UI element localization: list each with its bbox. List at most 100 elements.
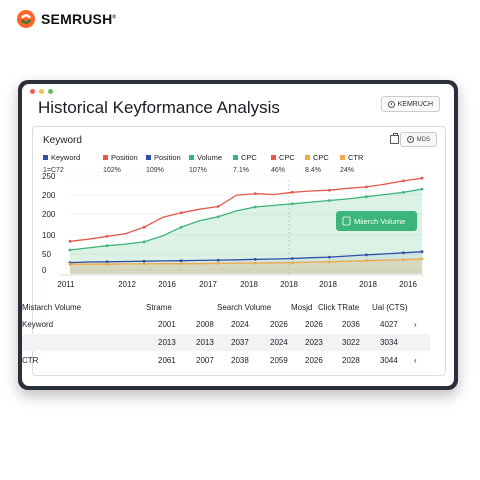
y-tick-label: 250 (42, 172, 56, 181)
legend-label: CPC (241, 153, 257, 162)
chart-tooltip[interactable] (336, 211, 417, 231)
data-point (253, 192, 257, 196)
table-cell: ‹ (414, 356, 417, 365)
data-point (179, 259, 183, 263)
brand: SEMRUSH® (16, 9, 116, 29)
table-row[interactable]: Keyword 2001 2008 2024 2026 2026 2036 4027 › (22, 316, 430, 333)
table-cell: 2013 (158, 338, 176, 347)
table-cell: 2059 (270, 356, 288, 365)
series-area (70, 189, 422, 274)
data-point (105, 262, 109, 266)
legend-item[interactable]: CTR (340, 153, 363, 162)
data-point (142, 259, 146, 263)
mds-button-label: MDS (416, 136, 430, 143)
table-cell: 3034 (380, 338, 398, 347)
tooltip-doc-icon (342, 216, 351, 226)
table-row[interactable]: 2013 2013 2037 2024 2023 3022 3034 (22, 334, 430, 351)
maximize-window-button[interactable] (48, 89, 53, 94)
legend-label: Keyword (51, 153, 81, 162)
legend-swatch (43, 155, 48, 160)
table-header-cell[interactable]: Ual (CTS) (372, 303, 408, 312)
x-tick-label: 2018 (359, 280, 377, 289)
x-tick-label: 2017 (199, 280, 217, 289)
table-cell: 2026 (270, 320, 288, 329)
x-tick-label: 2018 (240, 280, 258, 289)
table-cell: 2036 (342, 320, 360, 329)
data-point (290, 261, 294, 264)
table-header-cell[interactable]: Search Volume (217, 303, 272, 312)
data-point (142, 225, 146, 229)
data-point (328, 255, 331, 259)
legend-item[interactable]: Volume (189, 153, 222, 162)
data-point (253, 257, 257, 261)
mds-button[interactable]: MDS (399, 132, 437, 147)
data-point (328, 199, 331, 202)
table-header-cell[interactable]: Mistarch Volume (22, 303, 82, 312)
table-cell: 2026 (305, 356, 323, 365)
legend-label: CTR (348, 153, 364, 162)
data-point (328, 260, 331, 264)
table-header-cell[interactable]: Mosjd (291, 303, 313, 312)
close-window-button[interactable] (30, 89, 35, 94)
window-controls (30, 89, 53, 94)
data-point (68, 262, 72, 266)
metric-value: 109% (146, 167, 164, 174)
data-point (216, 258, 220, 262)
legend-item[interactable]: Position (103, 153, 138, 162)
data-point (105, 260, 109, 264)
series-line (69, 177, 423, 242)
metric-value: 107% (189, 167, 207, 174)
data-point (365, 185, 368, 189)
data-point (179, 262, 183, 266)
data-point (179, 225, 183, 229)
x-tick-label: 2011 (57, 280, 75, 289)
legend-label: CPC (313, 153, 329, 162)
table-header-row: Mistarch Volume Strame Search Volume Mosjd C… (22, 299, 430, 316)
data-point (216, 215, 220, 219)
data-point (68, 239, 72, 243)
minimize-window-button[interactable] (39, 89, 44, 94)
data-point (402, 251, 405, 255)
y-tick-label: 50 (42, 250, 51, 259)
table-cell: 2028 (342, 356, 360, 365)
row-label: Keyword (22, 320, 54, 329)
metric-value: 7.1% (233, 167, 249, 174)
export-button[interactable]: KEMRUCH (380, 96, 440, 112)
legend-label: CPC (279, 153, 295, 162)
legend-swatch (103, 155, 108, 160)
table-header-cell[interactable]: Click TRate (318, 303, 360, 312)
data-point (68, 248, 72, 252)
table-cell: 2038 (231, 356, 249, 365)
save-icon[interactable] (390, 133, 399, 144)
table-cell: 3044 (380, 356, 398, 365)
table-header-cell[interactable]: Strame (146, 303, 172, 312)
legend-item[interactable]: CPC (271, 153, 295, 162)
data-point (290, 202, 294, 206)
legend-item[interactable]: CPC (233, 153, 257, 162)
series-area (70, 258, 422, 274)
table-cell: 2024 (231, 320, 249, 329)
data-point (328, 188, 331, 192)
data-point (420, 176, 424, 180)
legend-item[interactable]: Position (146, 153, 181, 162)
metric-value: 8.4% (305, 167, 321, 174)
clock-icon (387, 100, 395, 108)
data-point (365, 195, 368, 199)
legend-swatch (189, 155, 194, 160)
series-line (69, 188, 423, 251)
data-point (402, 190, 405, 194)
table-row[interactable]: CTR 2061 2007 2038 2059 2026 2028 3044 ‹ (22, 352, 430, 369)
table-cell: 2023 (305, 338, 323, 347)
data-point (253, 205, 257, 209)
export-button-label: KEMRUCH (397, 100, 433, 108)
table-cell: 2024 (270, 338, 288, 347)
data-point (290, 190, 294, 194)
legend-item[interactable]: CPC (305, 153, 329, 162)
legend-label: Position (154, 153, 181, 162)
table-cell: 2001 (158, 320, 176, 329)
metric-value: 24% (340, 167, 355, 174)
legend-item[interactable]: Keyword (43, 153, 80, 162)
legend-swatch (146, 155, 151, 160)
table-cell: 2013 (196, 338, 214, 347)
table-cell: 2007 (196, 356, 214, 365)
